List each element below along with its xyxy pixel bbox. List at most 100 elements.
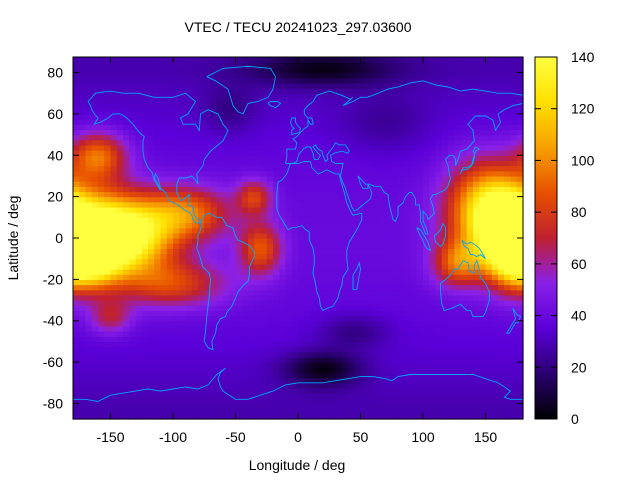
- heatmap-cell: [485, 88, 493, 94]
- heatmap-cell: [516, 170, 524, 177]
- heatmap-cell: [398, 113, 405, 120]
- heatmap-cell: [335, 222, 343, 229]
- heatmap-cell: [291, 377, 299, 384]
- heatmap-cell: [460, 181, 468, 187]
- heatmap-cell: [148, 191, 155, 198]
- heatmap-cell: [229, 263, 237, 270]
- heatmap-cell: [391, 331, 399, 337]
- heatmap-cell: [510, 315, 518, 322]
- heatmap-cell: [441, 139, 449, 146]
- heatmap-cell: [416, 300, 424, 306]
- heatmap-cell: [360, 82, 368, 89]
- heatmap-cell: [110, 170, 118, 177]
- heatmap-cell: [473, 248, 480, 255]
- heatmap-cell: [316, 150, 324, 156]
- heatmap-cell: [335, 88, 343, 94]
- heatmap-cell: [373, 351, 380, 358]
- heatmap-cell: [285, 305, 293, 311]
- heatmap-cell: [266, 206, 274, 213]
- heatmap-cell: [516, 186, 524, 193]
- heatmap-cell: [398, 196, 405, 203]
- heatmap-cell: [166, 263, 174, 270]
- heatmap-cell: [504, 331, 512, 337]
- heatmap-cell: [210, 77, 218, 84]
- heatmap-cell: [223, 217, 230, 224]
- heatmap-cell: [73, 103, 80, 110]
- heatmap-cell: [385, 351, 393, 358]
- heatmap-cell: [173, 382, 180, 389]
- heatmap-cell: [154, 82, 162, 89]
- heatmap-cell: [266, 362, 274, 368]
- heatmap-cell: [366, 377, 374, 384]
- heatmap-cell: [104, 356, 112, 363]
- heatmap-cell: [423, 155, 430, 162]
- heatmap-cell: [360, 279, 368, 286]
- heatmap-cell: [216, 336, 224, 343]
- heatmap-cell: [248, 62, 255, 68]
- heatmap-cell: [216, 232, 224, 239]
- heatmap-cell: [179, 57, 187, 63]
- heatmap-cell: [404, 150, 412, 156]
- heatmap-cell: [516, 346, 524, 353]
- heatmap-cell: [416, 160, 424, 167]
- heatmap-cell: [466, 134, 474, 141]
- heatmap-cell: [429, 129, 437, 136]
- heatmap-cell: [473, 139, 480, 146]
- heatmap-cell: [198, 155, 205, 162]
- heatmap-cell: [329, 403, 337, 410]
- heatmap-cell: [260, 232, 268, 239]
- heatmap-cell: [279, 372, 287, 379]
- heatmap-cell: [304, 269, 312, 275]
- heatmap-cell: [123, 310, 130, 317]
- heatmap-cell: [241, 243, 249, 249]
- heatmap-cell: [241, 181, 249, 187]
- heatmap-cell: [79, 222, 87, 229]
- heatmap-cell: [479, 139, 487, 146]
- heatmap-cell: [510, 289, 518, 296]
- heatmap-cell: [416, 356, 424, 363]
- heatmap-cell: [85, 387, 93, 394]
- heatmap-cell: [473, 346, 480, 353]
- heatmap-cell: [110, 98, 118, 105]
- heatmap-cell: [85, 341, 93, 348]
- heatmap-cell: [404, 165, 412, 172]
- heatmap-cell: [104, 165, 112, 172]
- heatmap-cell: [410, 217, 418, 224]
- heatmap-cell: [423, 201, 430, 208]
- heatmap-cell: [166, 222, 174, 229]
- heatmap-cell: [479, 155, 487, 162]
- heatmap-cell: [266, 274, 274, 280]
- heatmap-cell: [504, 217, 512, 224]
- heatmap-cell: [385, 387, 393, 394]
- heatmap-cell: [323, 274, 330, 280]
- heatmap-cell: [148, 315, 155, 322]
- heatmap-cell: [129, 248, 137, 255]
- heatmap-cell: [279, 206, 287, 213]
- heatmap-cell: [273, 289, 280, 296]
- heatmap-cell: [410, 144, 418, 151]
- heatmap-cell: [304, 160, 312, 167]
- heatmap-cell: [160, 57, 168, 63]
- heatmap-cell: [366, 82, 374, 89]
- heatmap-cell: [116, 77, 124, 84]
- heatmap-cell: [498, 119, 505, 125]
- heatmap-cell: [454, 191, 462, 198]
- heatmap-cell: [173, 341, 180, 348]
- heatmap-cell: [360, 258, 368, 265]
- heatmap-cell: [391, 336, 399, 343]
- heatmap-cell: [160, 325, 168, 332]
- heatmap-cell: [135, 320, 143, 327]
- heatmap-cell: [123, 217, 130, 224]
- heatmap-cell: [516, 93, 524, 99]
- heatmap-cell: [441, 243, 449, 249]
- heatmap-cell: [79, 150, 87, 156]
- heatmap-cell: [323, 238, 330, 244]
- heatmap-cell: [254, 212, 262, 218]
- heatmap-cell: [473, 403, 480, 410]
- heatmap-cell: [435, 150, 443, 156]
- heatmap-cell: [279, 320, 287, 327]
- heatmap-cell: [98, 217, 105, 224]
- heatmap-cell: [191, 206, 199, 213]
- heatmap-cell: [341, 248, 349, 255]
- heatmap-cell: [448, 346, 455, 353]
